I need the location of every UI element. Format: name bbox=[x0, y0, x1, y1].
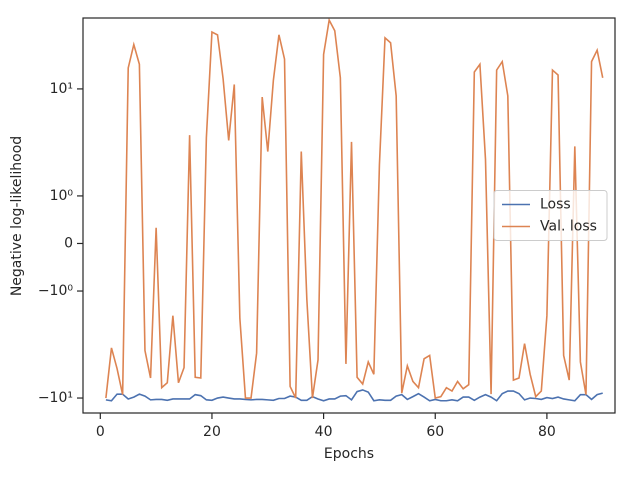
x-tick-label: 0 bbox=[96, 424, 105, 440]
series-line bbox=[105, 389, 603, 402]
y-tick-label: −10⁰ bbox=[38, 283, 74, 299]
axes-frame bbox=[82, 17, 616, 414]
y-tick-label: 10⁰ bbox=[50, 188, 74, 204]
legend-label: Val. loss bbox=[540, 219, 597, 235]
series-line bbox=[105, 17, 604, 400]
y-tick-label: 0 bbox=[64, 235, 73, 251]
legend: Loss Val. loss bbox=[493, 190, 608, 241]
x-axis-label: Epochs bbox=[324, 446, 374, 462]
x-tick-label: 40 bbox=[315, 424, 333, 440]
x-tick-label: 80 bbox=[538, 424, 556, 440]
y-tick-label: 10¹ bbox=[50, 81, 73, 97]
x-tick-label: 60 bbox=[426, 424, 444, 440]
y-tick-label: −10¹ bbox=[38, 390, 73, 406]
legend-box bbox=[493, 190, 608, 241]
x-tick-label: 20 bbox=[203, 424, 221, 440]
legend-label: Loss bbox=[540, 197, 571, 213]
y-axis-label: Negative log-likelihood bbox=[9, 136, 25, 296]
